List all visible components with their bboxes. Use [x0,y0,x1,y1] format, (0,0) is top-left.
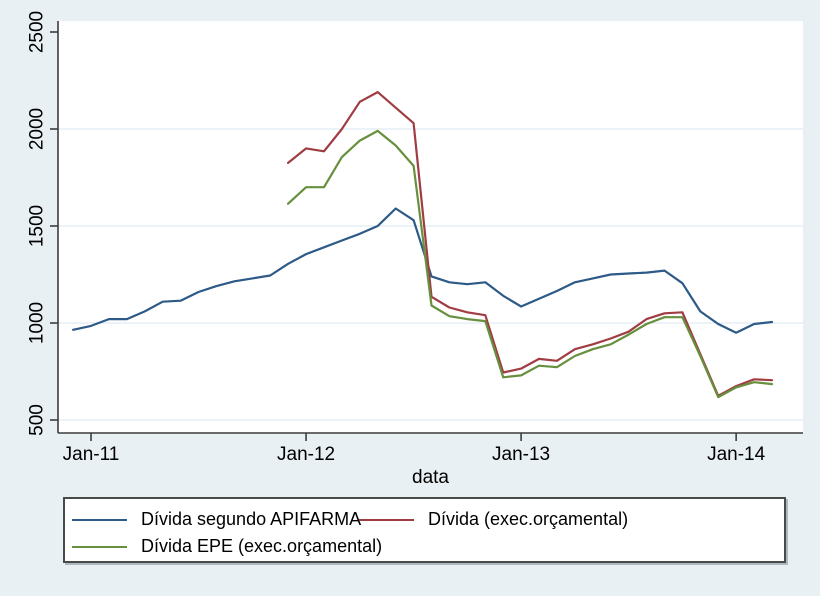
legend-row-2: Dívida EPE (exec.orçamental) [65,533,784,560]
y-tick-label-2500: 2500 [27,11,48,53]
series-line-apifarma [71,207,774,334]
x-tick-label-Jan-12: Jan-12 [277,444,335,465]
x-tick-label-Jan-14: Jan-14 [707,444,766,465]
x-tick-label-Jan-13: Jan-13 [492,444,550,465]
x-axis-title: data [412,467,449,488]
y-tick-label-1500: 1500 [27,205,48,247]
plot-background [58,21,803,433]
y-tick-label-500: 500 [27,404,48,436]
legend-label-divida-apifarma: Dívida segundo APIFARMA [141,509,362,529]
legend-line-swatch-maroon [359,518,414,521]
legend-line-swatch-navy [72,518,127,521]
legend-label-divida-exec: Dívida (exec.orçamental) [428,509,629,529]
legend-entry-divida-exec: Dívida (exec.orçamental) [359,509,628,530]
legend-label-divida-epe: Dívida EPE (exec.orçamental) [141,536,383,556]
series-line-divida-exec [287,90,774,397]
legend-row-1: Dívida segundo APIFARMA Dívida (exec.orç… [65,506,784,533]
x-tick-label-Jan-11: Jan-11 [63,444,120,465]
legend-line-swatch-green [72,545,127,548]
legend-entry-divida-epe: Dívida EPE (exec.orçamental) [72,536,382,557]
legend-entry-divida-apifarma: Dívida segundo APIFARMA [72,509,362,530]
series-line-divida-epe [287,129,774,399]
y-tick-label-1000: 1000 [27,302,48,344]
y-tick-label-2000: 2000 [27,108,48,150]
legend-box: Dívida segundo APIFARMA Dívida (exec.orç… [63,497,786,563]
